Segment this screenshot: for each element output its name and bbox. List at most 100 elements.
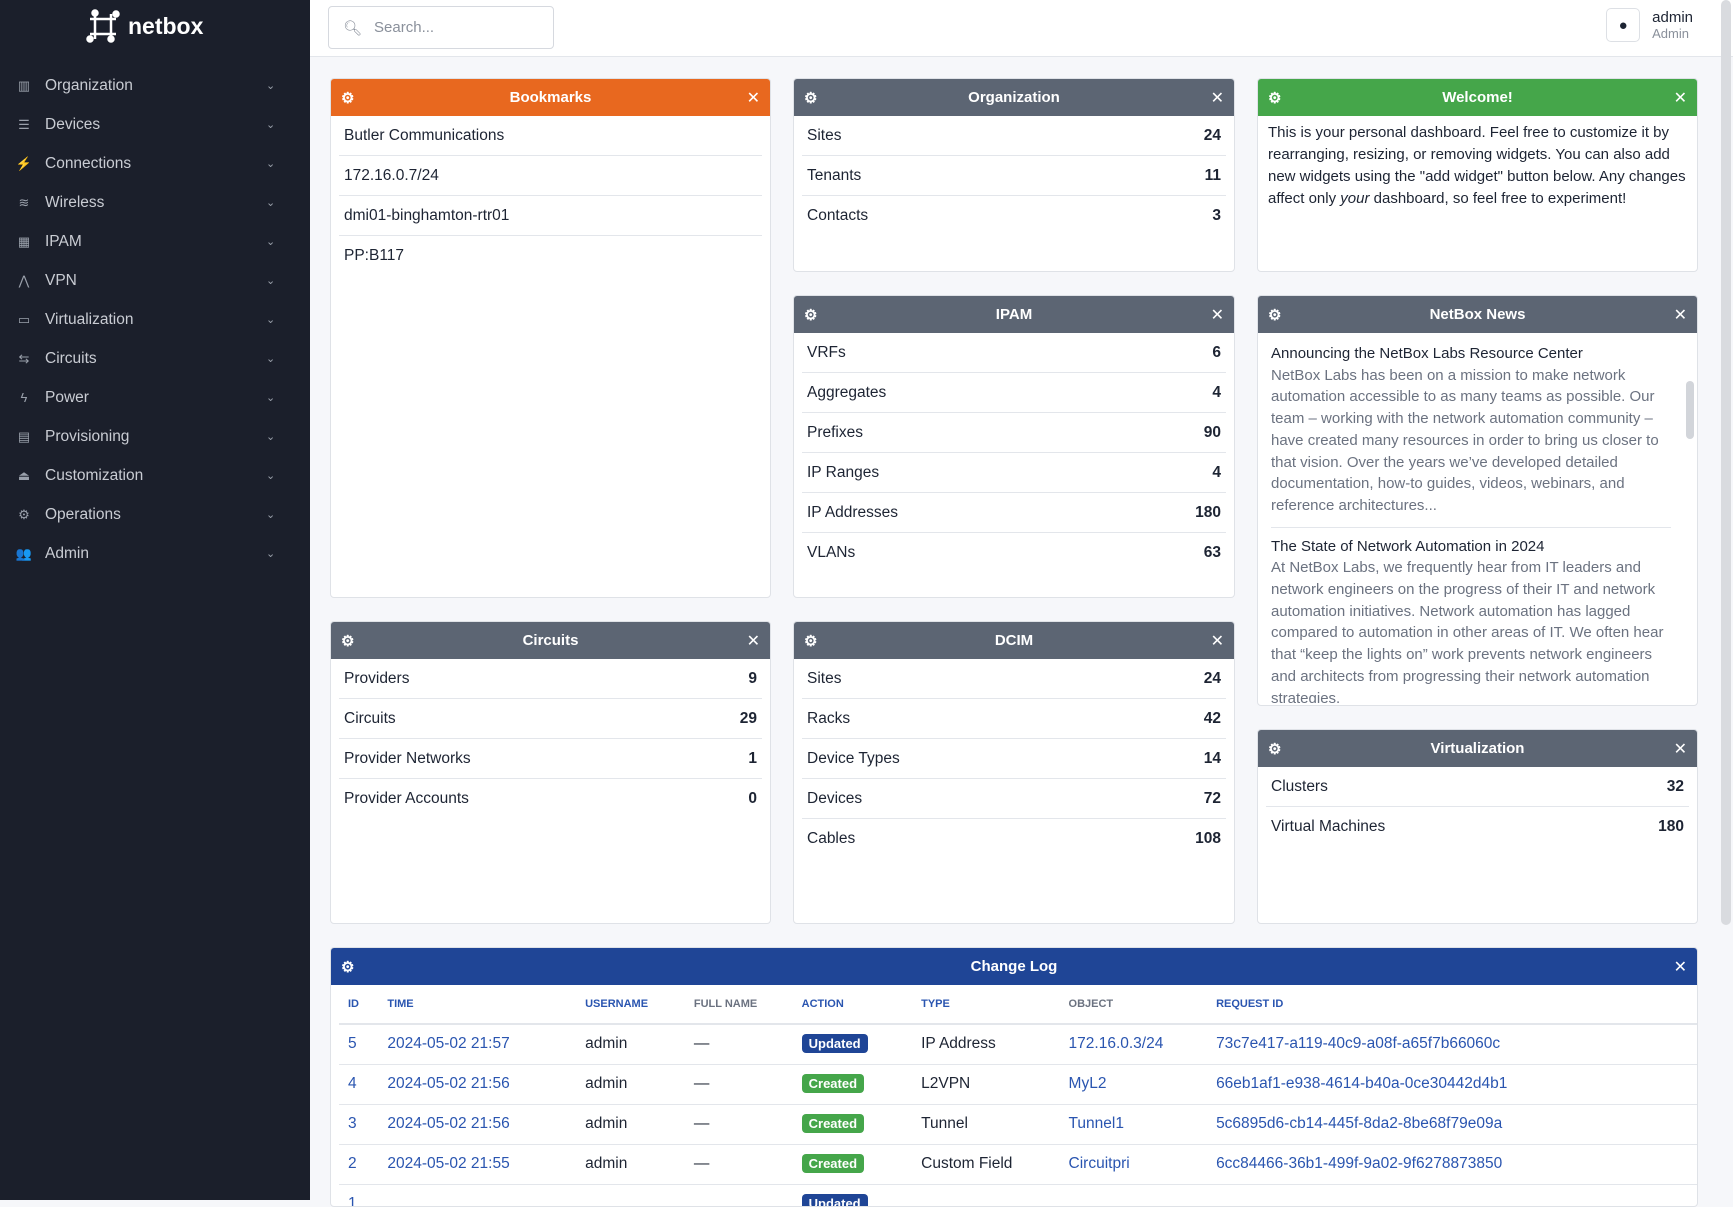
user-menu[interactable]: ● admin Admin xyxy=(1606,8,1693,42)
stat-row[interactable]: Sites 24 xyxy=(802,116,1226,156)
sidebar-item-virtualization[interactable]: ▭ Virtualization ⌄ xyxy=(0,300,310,339)
gear-icon[interactable]: ⚙ xyxy=(341,89,355,107)
stat-label[interactable]: Aggregates xyxy=(807,383,887,401)
chevron-down-icon[interactable]: ⌄ xyxy=(266,119,276,131)
stat-row[interactable]: Virtual Machines 180 xyxy=(1266,807,1689,847)
column-header[interactable]: REQUEST ID xyxy=(1207,985,1697,1025)
widget-header[interactable]: ⚙ Welcome! ✕ xyxy=(1258,79,1697,116)
cell-request-id[interactable]: 66eb1af1-e938-4614-b40a-0ce30442d4b1 xyxy=(1207,1064,1697,1105)
stat-row[interactable]: IP Addresses 180 xyxy=(802,493,1226,533)
bookmark-item[interactable]: Butler Communications xyxy=(339,116,762,156)
gear-icon[interactable]: ⚙ xyxy=(341,632,355,650)
bookmark-link[interactable]: dmi01-binghamton-rtr01 xyxy=(344,206,510,224)
chevron-down-icon[interactable]: ⌄ xyxy=(266,509,276,521)
sidebar-item-customization[interactable]: ⏏ Customization ⌄ xyxy=(0,456,310,495)
close-icon[interactable]: ✕ xyxy=(1673,740,1687,758)
chevron-down-icon[interactable]: ⌄ xyxy=(266,197,276,209)
stat-label[interactable]: Providers xyxy=(344,669,410,687)
stat-label[interactable]: Provider Accounts xyxy=(344,790,469,807)
bookmark-link[interactable]: PP:B117 xyxy=(344,247,405,264)
stat-label[interactable]: Racks xyxy=(807,709,851,727)
cell-id[interactable]: 2 xyxy=(339,1144,379,1185)
widget-header[interactable]: ⚙ IPAM ✕ xyxy=(794,296,1234,333)
gear-icon[interactable]: ⚙ xyxy=(804,632,818,650)
news-title[interactable]: The State of Network Automation in 2024 xyxy=(1271,537,1545,555)
column-header[interactable]: OBJECT xyxy=(1059,985,1208,1025)
stat-row[interactable]: Circuits 29 xyxy=(339,699,762,739)
stat-row[interactable]: Tenants 11 xyxy=(802,156,1226,196)
close-icon[interactable]: ✕ xyxy=(746,632,760,650)
widget-header[interactable]: ⚙ Circuits ✕ xyxy=(331,622,770,659)
cell-time[interactable]: 2024-05-02 21:56 xyxy=(378,1104,577,1145)
cell-object[interactable]: Circuitpri xyxy=(1059,1144,1208,1185)
bookmark-item[interactable]: 172.16.0.7/24 xyxy=(339,156,762,196)
gear-icon[interactable]: ⚙ xyxy=(341,958,355,976)
close-icon[interactable]: ✕ xyxy=(1673,89,1687,107)
stat-label[interactable]: Contacts xyxy=(807,207,869,224)
stat-label[interactable]: Sites xyxy=(807,669,842,687)
stat-row[interactable]: Provider Accounts 0 xyxy=(339,779,762,819)
stat-label[interactable]: Clusters xyxy=(1271,777,1328,795)
stat-row[interactable]: Provider Networks 1 xyxy=(339,739,762,779)
chevron-down-icon[interactable]: ⌄ xyxy=(266,548,276,560)
stat-row[interactable]: VRFs 6 xyxy=(802,333,1226,373)
widget-header[interactable]: ⚙ NetBox News ✕ xyxy=(1258,296,1697,333)
cell-object[interactable]: MyL2 xyxy=(1059,1064,1208,1105)
chevron-down-icon[interactable]: ⌄ xyxy=(266,431,276,443)
stat-label[interactable]: Prefixes xyxy=(807,423,863,441)
cell-time[interactable]: 2024-05-02 21:55 xyxy=(378,1144,577,1185)
news-scrollbar[interactable] xyxy=(1686,381,1694,439)
stat-row[interactable]: Aggregates 4 xyxy=(802,373,1226,413)
sidebar-item-ipam[interactable]: ▦ IPAM ⌄ xyxy=(0,222,310,261)
sidebar-item-organization[interactable]: ▥ Organization ⌄ xyxy=(0,66,310,105)
column-header[interactable]: TYPE xyxy=(912,985,1060,1025)
cell-time[interactable] xyxy=(378,1184,577,1206)
stat-label[interactable]: VRFs xyxy=(807,343,846,361)
gear-icon[interactable]: ⚙ xyxy=(1268,740,1282,758)
stat-label[interactable]: Virtual Machines xyxy=(1271,818,1386,835)
page-scrollbar[interactable] xyxy=(1721,0,1731,925)
chevron-down-icon[interactable]: ⌄ xyxy=(266,470,276,482)
cell-request-id[interactable]: 5c6895d6-cb14-445f-8da2-8be68f79e09a xyxy=(1207,1104,1697,1145)
stat-label[interactable]: Sites xyxy=(807,126,842,144)
widget-header[interactable]: ⚙ Organization ✕ xyxy=(794,79,1234,116)
stat-row[interactable]: Contacts 3 xyxy=(802,196,1226,236)
gear-icon[interactable]: ⚙ xyxy=(804,306,818,324)
sidebar-item-admin[interactable]: 👥 Admin ⌄ xyxy=(0,534,310,573)
search-input[interactable]: 🔍︎ Search... xyxy=(328,6,554,49)
netbox-logo[interactable]: netbox xyxy=(86,9,203,43)
sidebar-item-operations[interactable]: ⚙ Operations ⌄ xyxy=(0,495,310,534)
sidebar-item-connections[interactable]: ⚡ Connections ⌄ xyxy=(0,144,310,183)
chevron-down-icon[interactable]: ⌄ xyxy=(266,236,276,248)
stat-row[interactable]: Sites 24 xyxy=(802,659,1226,699)
stat-label[interactable]: Devices xyxy=(807,789,863,807)
stat-label[interactable]: IP Ranges xyxy=(807,463,880,481)
cell-object[interactable] xyxy=(1059,1184,1208,1206)
stat-row[interactable]: Prefixes 90 xyxy=(802,413,1226,453)
stat-row[interactable]: Providers 9 xyxy=(339,659,762,699)
cell-id[interactable]: 5 xyxy=(339,1024,379,1065)
column-header[interactable]: FULL NAME xyxy=(684,985,793,1025)
cell-request-id[interactable]: 6cc84466-36b1-499f-9a02-9f6278873850 xyxy=(1207,1144,1697,1185)
stat-label[interactable]: Device Types xyxy=(807,749,900,767)
sidebar-item-circuits[interactable]: ⇆ Circuits ⌄ xyxy=(0,339,310,378)
bookmark-link[interactable]: Butler Communications xyxy=(344,126,505,144)
cell-time[interactable]: 2024-05-02 21:56 xyxy=(378,1064,577,1105)
cell-time[interactable]: 2024-05-02 21:57 xyxy=(378,1024,577,1065)
cell-id[interactable]: 1 xyxy=(339,1184,379,1206)
widget-header[interactable]: ⚙ Virtualization ✕ xyxy=(1258,730,1697,767)
stat-label[interactable]: Circuits xyxy=(344,709,396,727)
stat-row[interactable]: Clusters 32 xyxy=(1266,767,1689,807)
sidebar-item-wireless[interactable]: ≋ Wireless ⌄ xyxy=(0,183,310,222)
chevron-down-icon[interactable]: ⌄ xyxy=(266,80,276,92)
chevron-down-icon[interactable]: ⌄ xyxy=(266,275,276,287)
sidebar-item-devices[interactable]: ☰ Devices ⌄ xyxy=(0,105,310,144)
sidebar-item-power[interactable]: ϟ Power ⌄ xyxy=(0,378,310,417)
chevron-down-icon[interactable]: ⌄ xyxy=(266,314,276,326)
news-title[interactable]: Announcing the NetBox Labs Resource Cent… xyxy=(1271,345,1583,362)
cell-object[interactable]: 172.16.0.3/24 xyxy=(1059,1024,1208,1065)
cell-object[interactable]: Tunnel1 xyxy=(1059,1104,1208,1145)
theme-toggle-button[interactable]: ● xyxy=(1606,8,1641,42)
widget-header[interactable]: ⚙ DCIM ✕ xyxy=(794,622,1234,659)
gear-icon[interactable]: ⚙ xyxy=(804,89,818,107)
